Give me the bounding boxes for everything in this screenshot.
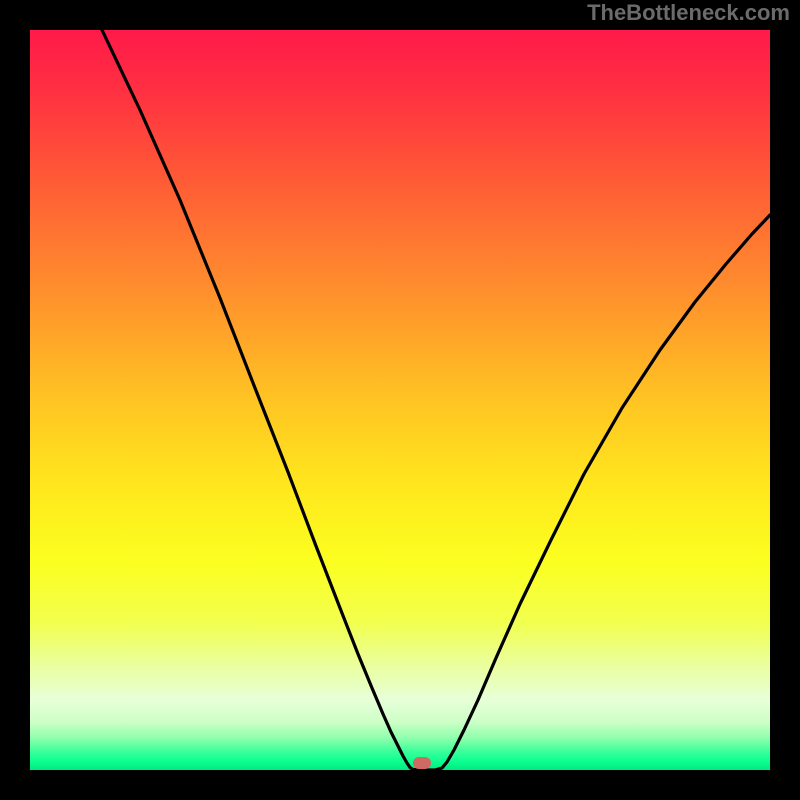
optimal-point-marker: [413, 757, 431, 769]
watermark-text: TheBottleneck.com: [587, 0, 790, 26]
chart-wrapper: TheBottleneck.com: [0, 0, 800, 800]
bottleneck-plot: [30, 30, 770, 770]
plot-background: [30, 30, 770, 770]
